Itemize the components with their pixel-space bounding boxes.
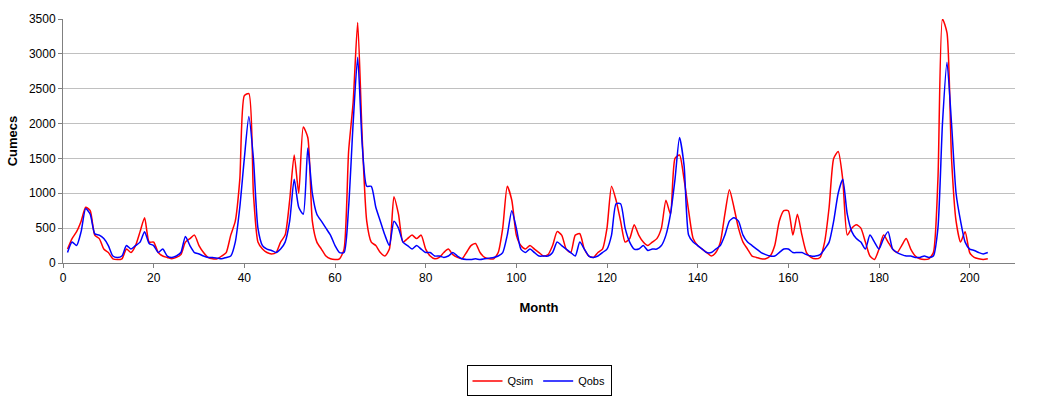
svg-text:160: 160 (778, 271, 798, 285)
svg-text:Qobs: Qobs (578, 375, 605, 387)
svg-text:3500: 3500 (29, 12, 56, 26)
svg-text:1500: 1500 (29, 152, 56, 166)
svg-text:20: 20 (147, 271, 161, 285)
svg-text:100: 100 (506, 271, 526, 285)
svg-text:2500: 2500 (29, 82, 56, 96)
svg-text:80: 80 (419, 271, 433, 285)
svg-text:Cumecs: Cumecs (5, 116, 20, 167)
svg-text:3000: 3000 (29, 47, 56, 61)
svg-text:120: 120 (597, 271, 617, 285)
svg-text:140: 140 (688, 271, 708, 285)
svg-text:0: 0 (60, 271, 67, 285)
svg-text:0: 0 (49, 256, 56, 270)
svg-text:200: 200 (960, 271, 980, 285)
svg-text:180: 180 (869, 271, 889, 285)
svg-text:Qsim: Qsim (508, 375, 534, 387)
svg-text:1000: 1000 (29, 186, 56, 200)
svg-text:40: 40 (238, 271, 252, 285)
svg-text:Month: Month (520, 300, 559, 315)
svg-text:500: 500 (36, 221, 56, 235)
svg-text:60: 60 (328, 271, 342, 285)
svg-text:2000: 2000 (29, 117, 56, 131)
